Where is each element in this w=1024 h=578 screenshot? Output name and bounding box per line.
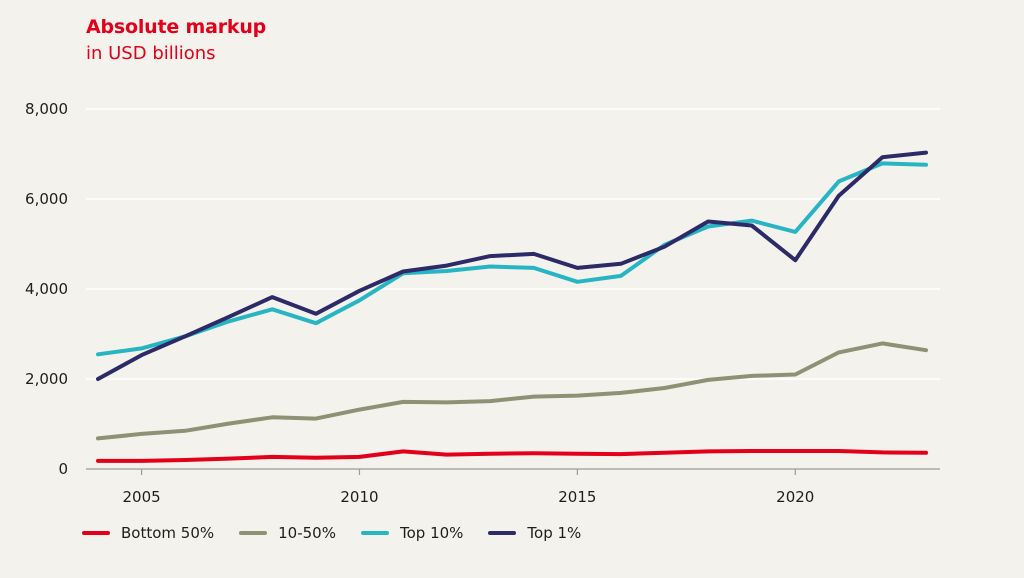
legend-label: Top 10% [399, 524, 464, 542]
x-axis-tick-labels: 2005 2010 2015 2020 [122, 469, 814, 506]
legend: Bottom 50% 10-50% Top 10% Top 1% [82, 524, 606, 542]
x-tick-label: 2010 [340, 488, 378, 506]
series-lines [96, 150, 928, 463]
y-tick-label: 6,000 [25, 190, 68, 208]
chart-subtitle: in USD billions [86, 43, 216, 64]
y-axis-tick-labels: 0 2,000 4,000 6,000 8,000 [25, 100, 68, 478]
legend-item-top-10: Top 10% [360, 524, 464, 542]
series-line-10-50 [96, 341, 928, 441]
legend-label: Top 1% [527, 524, 582, 542]
legend-swatch [239, 531, 268, 535]
legend-item-top-1: Top 1% [488, 524, 581, 542]
series-line-top-1 [96, 150, 928, 381]
legend-swatch [360, 531, 389, 535]
legend-item-10-50: 10-50% [239, 524, 336, 542]
y-tick-label: 0 [58, 460, 68, 478]
legend-label: 10-50% [278, 524, 336, 542]
y-tick-label: 2,000 [25, 370, 68, 388]
x-tick-label: 2020 [776, 488, 814, 506]
gridlines [86, 108, 940, 470]
y-tick-label: 4,000 [25, 280, 68, 298]
legend-label: Bottom 50% [121, 524, 215, 542]
series-line-top-10 [96, 161, 928, 357]
chart-title: Absolute markup [86, 16, 267, 38]
legend-item-bottom-50: Bottom 50% [82, 524, 214, 542]
legend-swatch [82, 531, 110, 535]
x-tick-label: 2005 [122, 488, 160, 506]
x-tick-label: 2015 [558, 488, 596, 506]
series-line-bottom-50 [96, 449, 928, 463]
legend-swatch [488, 531, 517, 535]
y-tick-label: 8,000 [25, 100, 68, 118]
